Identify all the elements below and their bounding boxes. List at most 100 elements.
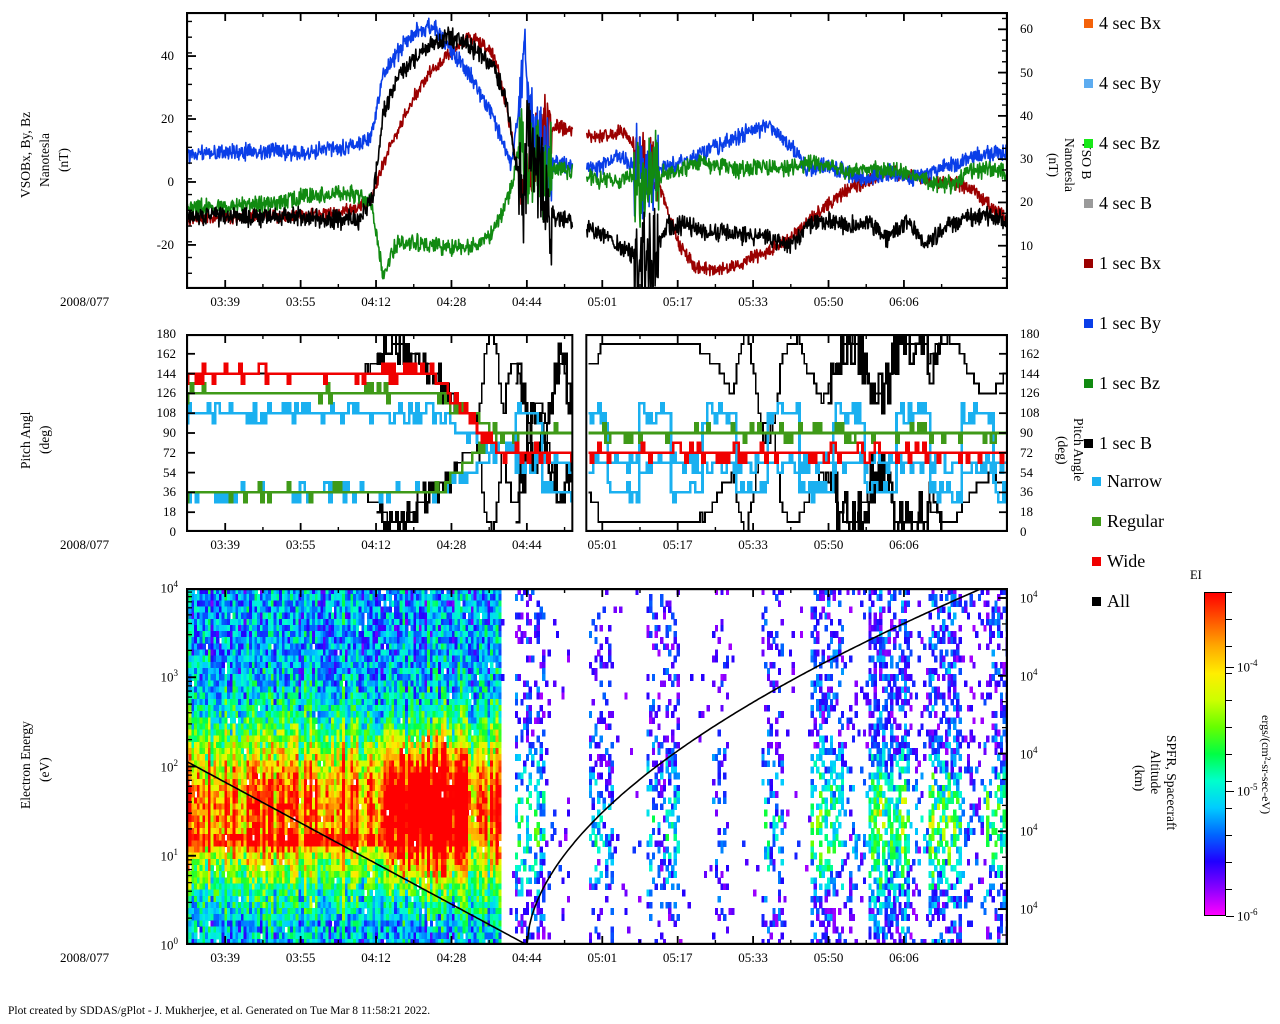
magnetic-left-axis-units2: (nT) (56, 148, 71, 172)
legend-label: 4 sec By (1099, 73, 1161, 93)
colorbar-tick-label: 10-6 (1237, 907, 1258, 924)
magnetic-right-tick: 20 (1020, 194, 1033, 210)
magnetic-right-axis-units2: (nT) (1046, 153, 1061, 177)
time-tick-label: 03:55 (285, 950, 316, 965)
colorbar-minor-tick (1226, 673, 1232, 674)
colorbar-minor-tick (1226, 862, 1232, 863)
magnetic-field-plot (186, 12, 1008, 289)
legend-color-swatch (1092, 476, 1101, 486)
spectrogram-right-tick: 104 (1020, 666, 1038, 684)
legend-label: Wide (1107, 551, 1146, 571)
pitch-left-tick: 126 (156, 385, 177, 401)
time-tick-label: 05:33 (738, 537, 768, 552)
legend-color-swatch (1084, 318, 1093, 328)
time-tick-label: 05:50 (813, 294, 844, 309)
spectrogram-right-tick: 104 (1020, 900, 1038, 917)
legend-item[interactable]: All (1092, 592, 1130, 610)
magnetic-left-tick-labels: -20 0 20 40 (120, 12, 180, 289)
pitch-right-tick: 162 (1020, 345, 1040, 361)
date-label: 2008/077 (60, 537, 110, 552)
time-tick-label: 04:28 (436, 294, 467, 309)
pitch-angle-panel (186, 334, 1008, 532)
pitch-right-tick: 54 (1020, 464, 1033, 480)
spectrogram-right-axis-label: SPFR, Spacecraft (1164, 734, 1179, 831)
pitch-right-tick: 144 (1020, 365, 1040, 381)
pitch-left-axis-label: Pitch Angl (18, 411, 33, 469)
magnetic-right-axis-units: Nanotesla (1062, 138, 1077, 192)
legend-item[interactable]: 1 sec Bz (1084, 374, 1160, 392)
time-tick-label: 04:12 (361, 950, 391, 965)
colorbar-minor-tick (1226, 808, 1232, 809)
magnetic-left-tick: 40 (161, 48, 174, 64)
legend-color-swatch (1092, 556, 1101, 566)
pitch-right-axis-units: (deg) (1055, 435, 1070, 465)
colorbar-unit-label: ergs/(cm²-sr-sec-eV) (1259, 715, 1273, 815)
legend-color-swatch (1092, 596, 1101, 606)
magnetic-left-tick: 0 (167, 173, 175, 189)
colorbar-tick-mark (1226, 666, 1234, 668)
legend-item[interactable]: 1 sec Bx (1084, 254, 1161, 272)
time-tick-label: 06:06 (889, 950, 919, 965)
magnetic-field-panel (186, 12, 1008, 289)
legend-label: 4 sec Bx (1099, 13, 1161, 33)
magnetic-left-axis-label: VSOBx, By, Bz (18, 111, 33, 199)
pitch-right-tick: 180 (1020, 326, 1040, 341)
colorbar-minor-tick (1226, 646, 1232, 647)
time-tick-label: 05:17 (662, 294, 693, 309)
legend-item[interactable]: 4 sec Bz (1084, 134, 1160, 152)
legend-item[interactable]: Regular (1092, 512, 1164, 530)
time-axis-pitch: 2008/077 03:39 03:55 04:12 04:28 04:44 05:01 05… (0, 532, 1080, 558)
pitch-right-tick: 0 (1020, 524, 1027, 539)
spectrogram-left-tick: 103 (160, 668, 179, 685)
legend-item[interactable]: 4 sec By (1084, 74, 1161, 92)
time-tick-label: 05:50 (813, 950, 844, 965)
time-tick-label: 03:39 (210, 950, 241, 965)
time-tick-label: 06:06 (889, 537, 919, 552)
colorbar-minor-tick (1226, 727, 1232, 728)
pitch-right-tick-labels: 0 18 36 54 72 90 108 126 144 162 180 (1014, 327, 1066, 538)
colorbar-minor-tick (1226, 916, 1232, 917)
time-tick-label: 05:01 (587, 537, 618, 552)
legend-color-swatch (1084, 18, 1093, 28)
spectrogram-right-tick-labels: 104 104 104 104 104 (1014, 588, 1060, 945)
time-tick-label: 05:33 (738, 294, 768, 309)
magnetic-right-tick: 30 (1020, 151, 1033, 167)
spectrogram-right-axis-units: (km) (1132, 764, 1147, 792)
legend-item[interactable]: Wide (1092, 552, 1145, 570)
magnetic-right-axis-label: VSO B (1079, 140, 1094, 180)
legend-item[interactable]: Narrow (1092, 472, 1162, 490)
time-tick-label: 05:01 (587, 294, 618, 309)
legend-item[interactable]: 4 sec B (1084, 194, 1152, 212)
legend-item[interactable]: 1 sec By (1084, 314, 1161, 332)
magnetic-left-tick: 20 (161, 111, 174, 127)
pitch-left-tick: 0 (169, 524, 177, 539)
legend-label: 4 sec Bz (1099, 133, 1160, 153)
legend-item[interactable]: 4 sec Bx (1084, 14, 1161, 32)
magnetic-right-tick-labels: 10 20 30 40 50 60 (1014, 12, 1074, 289)
time-axis-spectrogram: 2008/077 03:39 03:55 04:12 04:28 04:44 05:01 05… (0, 945, 1080, 971)
time-tick-label: 04:28 (436, 950, 467, 965)
legend-color-swatch (1084, 378, 1093, 388)
legend-color-swatch (1084, 198, 1093, 208)
spectrogram-left-tick: 102 (160, 757, 179, 774)
time-tick-label: 04:12 (361, 294, 391, 309)
spectrogram-left-tick: 101 (160, 846, 179, 864)
colorbar-minor-tick (1226, 592, 1232, 593)
time-tick-label: 04:44 (512, 950, 542, 965)
legend-label: 1 sec By (1099, 313, 1161, 333)
pitch-left-axis-units: (deg) (37, 425, 52, 455)
spectrogram-right-axis-altitude: Altitude (1148, 750, 1163, 795)
colorbar-minor-tick (1226, 781, 1232, 782)
pitch-left-tick-labels: 0 18 36 54 72 90 108 126 144 162 180 (130, 327, 182, 538)
pitch-left-tick: 180 (156, 326, 177, 341)
legend-color-swatch (1084, 258, 1093, 268)
time-tick-label: 04:12 (361, 537, 391, 552)
time-tick-label: 03:55 (285, 294, 316, 309)
pitch-left-tick: 72 (163, 444, 176, 460)
legend-item[interactable]: 1 sec B (1084, 434, 1152, 452)
colorbar-title: EI (1190, 568, 1202, 582)
time-tick-label: 03:39 (210, 537, 241, 552)
time-tick-label: 04:44 (512, 537, 542, 552)
magnetic-left-axis-units: Nanotesla (37, 133, 52, 187)
magnetic-right-tick: 60 (1020, 21, 1033, 37)
